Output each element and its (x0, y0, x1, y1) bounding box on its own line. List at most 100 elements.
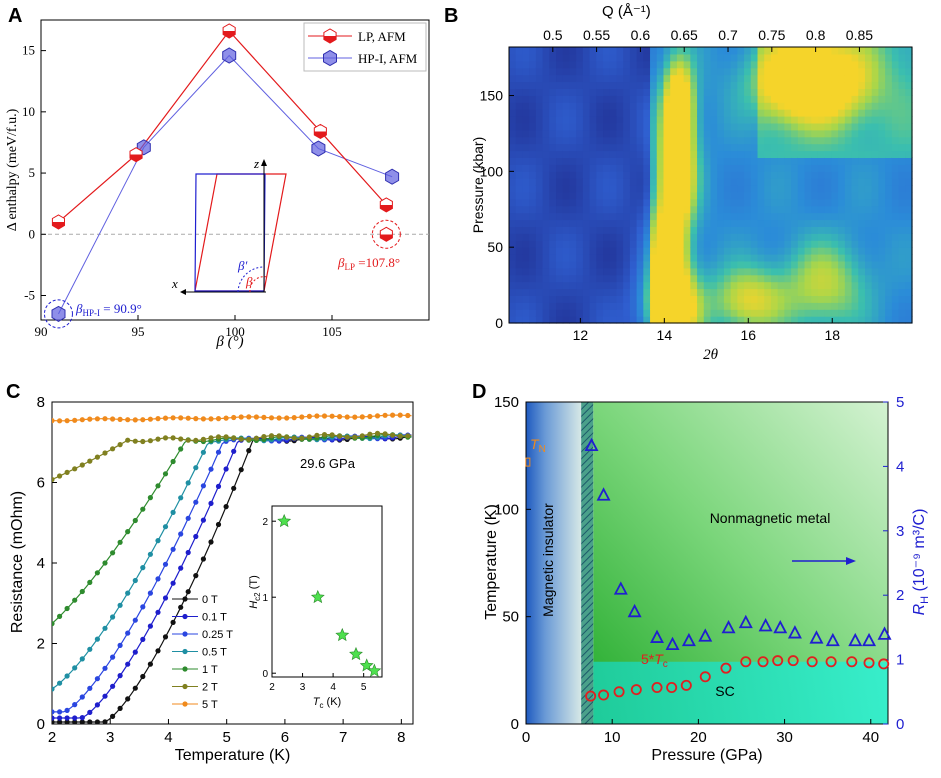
legend-box (303, 22, 427, 72)
heatmap-cell (549, 247, 557, 255)
heatmap-cell (717, 247, 725, 255)
heatmap-cell (663, 254, 671, 262)
heatmap-cell (509, 53, 517, 62)
heatmap-cell (764, 212, 772, 221)
heatmap-cell (690, 102, 698, 110)
heatmap-cell (764, 47, 772, 55)
heatmap-cell (542, 309, 550, 317)
heatmap-cell (549, 88, 557, 96)
heatmap-cell (898, 95, 906, 103)
heatmap-cell (717, 122, 725, 131)
heatmap-cell (643, 95, 651, 103)
heatmap-cell (582, 240, 591, 248)
heatmap-cell (791, 53, 799, 62)
heatmap-cell (529, 95, 537, 103)
heatmap-cell (723, 95, 732, 103)
heatmap-cell (582, 198, 591, 207)
c-x-tick-label: 6 (281, 729, 289, 746)
heatmap-cell (831, 102, 839, 110)
heatmap-cell (542, 53, 550, 62)
heatmap-cell (831, 171, 839, 179)
heatmap-cell (515, 178, 524, 186)
heatmap-cell (817, 247, 826, 255)
heatmap-cell (522, 281, 530, 290)
heatmap-cell (878, 74, 886, 83)
heatmap-cell (797, 67, 806, 76)
tc-point (680, 679, 692, 691)
heatmap-cell (676, 102, 685, 110)
heatmap-cell (744, 122, 752, 131)
heatmap-cell (509, 274, 517, 283)
heatmap-cell (797, 274, 806, 283)
heatmap-cell (710, 288, 718, 296)
heatmap-cell (670, 302, 678, 310)
heatmap-cell (670, 136, 678, 145)
heatmap-cell (824, 88, 832, 96)
heatmap-cell (703, 191, 712, 200)
heatmap-cell (744, 185, 752, 193)
heatmap-cell (535, 240, 544, 248)
heatmap-cell (885, 302, 893, 310)
heatmap-cell (791, 88, 799, 96)
heatmap-cell (569, 191, 577, 200)
heatmap-cell (885, 247, 893, 255)
heatmap-cell (529, 226, 537, 234)
c-series-point (291, 415, 297, 421)
heatmap-cell (811, 81, 819, 89)
c-legend-marker (182, 701, 188, 707)
heatmap-cell (535, 53, 544, 62)
heatmap-cell (596, 309, 604, 317)
heatmap-cell (535, 281, 544, 290)
heatmap-cell (750, 95, 759, 103)
heatmap-cell (750, 185, 759, 193)
heatmap-cell (529, 67, 537, 76)
heatmap-cell (858, 219, 866, 227)
heatmap-cell (596, 295, 604, 303)
heatmap-cell (576, 129, 584, 138)
heatmap-cell (683, 274, 691, 283)
c-series-point (72, 417, 78, 423)
heatmap-cell (603, 219, 611, 227)
heatmap-cell (643, 240, 651, 248)
heatmap-cell (650, 281, 658, 290)
heatmap-cell (891, 164, 900, 172)
heatmap-cell (582, 281, 591, 290)
heatmap-cell (515, 219, 524, 227)
heatmap-cell (750, 288, 759, 296)
heatmap-cell (690, 295, 698, 303)
heatmap-cell (817, 81, 826, 89)
inset-x-label-unit: (K) (324, 696, 342, 708)
heatmap-cell (804, 219, 812, 227)
heatmap-cell (643, 198, 651, 207)
c-series-point (57, 473, 63, 479)
heatmap-cell (891, 302, 900, 310)
heatmap-cell (885, 233, 893, 241)
rh-point (787, 625, 802, 639)
heatmap-cell (730, 171, 738, 179)
heatmap-cell (898, 74, 906, 83)
heatmap-cell (670, 178, 678, 186)
heatmap-cell (650, 47, 658, 55)
heatmap-cell (636, 226, 644, 234)
heatmap-cell (871, 260, 880, 269)
heatmap-cell (562, 226, 571, 234)
heatmap-cell (609, 136, 618, 145)
heatmap-cell (723, 122, 732, 131)
heatmap-cell (542, 60, 550, 69)
heatmap-cell (542, 164, 550, 172)
d-y-tick-label: 100 (494, 501, 519, 518)
heatmap-cell (596, 129, 604, 138)
heatmap-cell (797, 198, 806, 207)
heatmap-cell (717, 267, 725, 276)
heatmap-cell (670, 233, 678, 241)
beta-label: β (245, 274, 253, 289)
heatmap-cell (804, 281, 812, 290)
heatmap-cell (723, 198, 732, 207)
heatmap-cell (535, 309, 544, 317)
heatmap-cell (744, 191, 752, 200)
c-y-tick-label: 8 (37, 394, 45, 411)
c-series-point (329, 413, 335, 419)
heatmap-cell (636, 205, 644, 214)
c-x-axis-label: Temperature (K) (175, 747, 291, 764)
